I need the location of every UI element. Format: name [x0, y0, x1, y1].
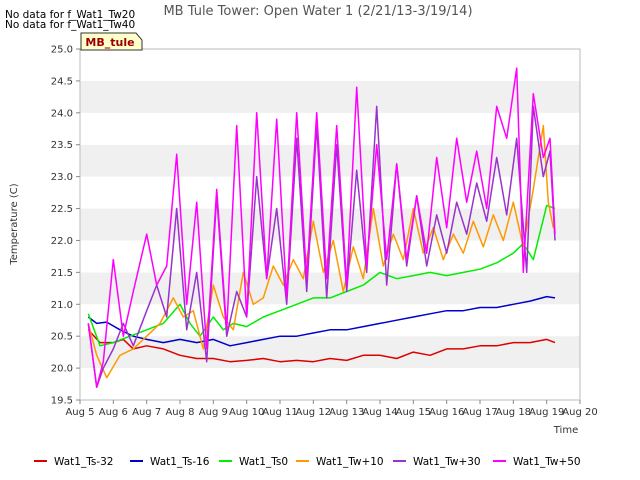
y-tick-label: 23.0 — [51, 172, 73, 183]
legend: Wat1_Ts-32 Wat1_Ts-16 Wat1_Ts0 Wat1_Tw+10 Wa… — [34, 456, 581, 468]
legend-label: Wat1_Ts-32 — [54, 456, 114, 468]
grid-band — [80, 304, 580, 337]
x-tick-label: Aug 17 — [462, 407, 497, 418]
y-tick-label: 22.5 — [51, 204, 73, 215]
no-data-note-1: No data for f_Wat1_Tw20 — [5, 9, 135, 21]
x-tick-label: Aug 6 — [99, 407, 128, 418]
grid-band — [80, 176, 580, 209]
x-tick-label: Aug 19 — [529, 407, 564, 418]
y-tick-label: 21.5 — [51, 268, 73, 279]
grid-band — [80, 336, 580, 369]
y-tick-label: 20.5 — [51, 332, 73, 343]
series-line-wat1-tw-10 — [87, 124, 555, 379]
x-tick-label: Aug 14 — [362, 407, 397, 418]
x-tick-label: Aug 9 — [199, 407, 228, 418]
y-tick-label: 24.5 — [51, 76, 73, 87]
grid-band — [80, 368, 580, 400]
series-line-wat1-tw-30 — [87, 105, 556, 388]
x-tick-label: Aug 13 — [329, 407, 364, 418]
x-axis-label: Time — [553, 425, 578, 436]
x-tick-label: Aug 20 — [562, 407, 597, 418]
grid-band — [80, 49, 580, 81]
grid-band — [80, 80, 580, 113]
legend-label: Wat1_Ts0 — [239, 456, 288, 468]
x-tick-label: Aug 12 — [296, 407, 331, 418]
y-tick-label: 25.0 — [51, 45, 73, 56]
chart-title: MB Tule Tower: Open Water 1 (2/21/13-3/1… — [163, 4, 472, 19]
grid-band — [80, 272, 580, 305]
series-line-wat1-ts-16 — [87, 295, 556, 347]
legend-label: Wat1_Ts-16 — [150, 456, 210, 468]
legend-label: Wat1_Tw+50 — [513, 456, 581, 468]
y-tick-label: 21.0 — [51, 300, 73, 311]
plot-area — [79, 48, 581, 401]
x-tick-label: Aug 16 — [429, 407, 464, 418]
y-tick-label: 24.0 — [51, 108, 73, 119]
y-axis-label: Temperature (C) — [9, 183, 20, 265]
legend-label: Wat1_Tw+30 — [413, 456, 481, 468]
x-tick-label: Aug 5 — [65, 407, 94, 418]
y-tick-label: 22.0 — [51, 236, 73, 247]
site-badge-shape — [80, 32, 143, 51]
series-lines — [87, 67, 556, 388]
x-tick-label: Aug 10 — [229, 407, 264, 418]
y-tick-label: 19.5 — [51, 396, 73, 407]
y-tick-label: 23.5 — [51, 140, 73, 151]
x-tick-label: Aug 7 — [132, 407, 161, 418]
grid-band — [80, 144, 580, 177]
x-tick-label: Aug 15 — [396, 407, 431, 418]
series-line-wat1-ts0 — [87, 204, 556, 347]
x-tick-label: Aug 8 — [165, 407, 194, 418]
series-line-wat1-ts-32 — [87, 329, 556, 363]
legend-label: Wat1_Tw+10 — [316, 456, 384, 468]
series-line-wat1-tw-50 — [87, 67, 556, 388]
no-data-note-2: No data for f_Wat1_Tw40 — [5, 19, 135, 31]
x-tick-label: Aug 11 — [262, 407, 297, 418]
grid-band — [80, 112, 580, 145]
x-tick-label: Aug 18 — [496, 407, 531, 418]
y-axis-ticks: 19.5 20.0 20.5 21.0 21.5 22.0 22.5 23.0 23.5 24.0… — [51, 45, 80, 407]
site-badge-label: MB_tule — [85, 36, 134, 49]
y-tick-label: 20.0 — [51, 364, 73, 375]
site-badge: MB_tule — [80, 32, 143, 51]
